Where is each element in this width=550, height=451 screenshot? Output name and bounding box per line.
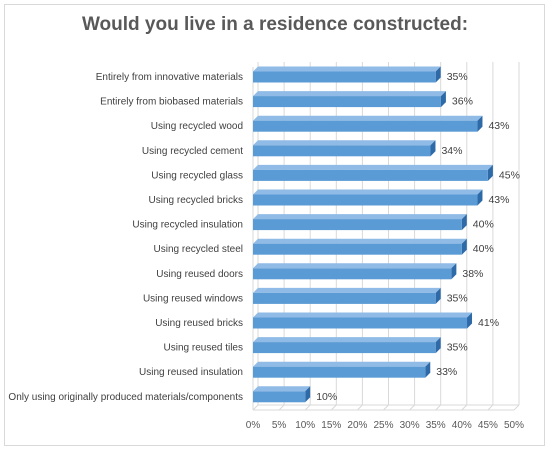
data-label: 43% <box>488 120 509 132</box>
x-tick-label: 50% <box>504 420 524 431</box>
data-label: 35% <box>447 292 468 304</box>
floor-gridline <box>357 404 363 411</box>
bar-top-face <box>253 140 436 146</box>
category-label: Using reused bricks <box>155 318 243 329</box>
category-label: Using recycled insulation <box>132 220 243 231</box>
floor-gridline <box>513 404 520 411</box>
data-label: 40% <box>473 243 494 255</box>
bar-side-face <box>435 287 441 304</box>
bar-top-face <box>253 214 467 220</box>
bar-side-face <box>430 140 436 157</box>
data-label: 43% <box>488 194 509 206</box>
bar-side-face <box>477 115 483 132</box>
floor-gridline <box>487 404 494 411</box>
data-label: 34% <box>441 145 462 157</box>
bar-side-face <box>487 164 493 181</box>
category-label: Using recycled bricks <box>149 195 243 206</box>
bar-side-face <box>461 238 467 255</box>
data-label: 35% <box>447 342 468 354</box>
bar-side-face <box>435 337 441 354</box>
category-label: Using recycled cement <box>142 146 243 157</box>
bar <box>253 194 478 206</box>
floor-gridline <box>304 404 311 411</box>
bar <box>253 219 462 231</box>
category-label: Using reused doors <box>156 269 243 280</box>
bar <box>253 145 431 157</box>
bar-side-face <box>305 386 311 403</box>
bar <box>253 96 441 108</box>
data-label: 36% <box>452 96 473 108</box>
x-tick-label: 30% <box>400 420 420 431</box>
x-tick-label: 15% <box>321 420 341 431</box>
floor-gridline <box>278 404 285 411</box>
floor-gridline <box>461 404 468 411</box>
category-label: Entirely from innovative materials <box>96 72 243 83</box>
x-tick-label: 35% <box>426 420 446 431</box>
data-label: 40% <box>473 219 494 231</box>
data-label: 38% <box>462 268 483 280</box>
floor-gridline <box>409 404 415 411</box>
category-label: Using reused insulation <box>139 367 243 378</box>
bar-side-face <box>435 66 441 83</box>
bar-top-face <box>253 386 311 392</box>
bar-top-face <box>253 337 441 343</box>
bar <box>253 169 488 181</box>
bar-side-face <box>477 189 483 206</box>
x-tick-label: 20% <box>347 420 367 431</box>
x-tick-label: 0% <box>246 420 261 431</box>
bar-top-face <box>253 91 446 97</box>
category-label: Using reused tiles <box>164 343 243 354</box>
bar <box>253 342 436 354</box>
bar-side-face <box>425 361 431 378</box>
bar-top-face <box>253 115 483 121</box>
floor-gridline <box>435 404 442 411</box>
bar-top-face <box>253 287 441 293</box>
floor-gridline <box>383 404 389 411</box>
data-label: 41% <box>478 317 499 329</box>
bar-top-face <box>253 263 457 269</box>
category-label: Only using originally produced materials… <box>8 392 243 403</box>
category-label: Using recycled steel <box>154 244 243 255</box>
floor-gridline <box>330 404 337 411</box>
data-label: 10% <box>316 391 337 403</box>
category-label: Using recycled wood <box>151 121 243 132</box>
floor-gridline <box>252 404 259 411</box>
bar <box>253 120 478 132</box>
bar-side-face <box>440 91 446 108</box>
category-label: Using reused windows <box>143 293 243 304</box>
bar-top-face <box>253 164 493 170</box>
bar <box>253 292 436 304</box>
data-label: 33% <box>436 366 457 378</box>
x-tick-label: 25% <box>373 420 393 431</box>
bar-side-face <box>461 214 467 231</box>
bar <box>253 243 462 255</box>
bar-top-face <box>253 189 483 195</box>
chart-title: Would you live in a residence constructe… <box>81 14 469 35</box>
bar <box>253 317 468 329</box>
bar <box>253 391 306 403</box>
bar <box>253 268 452 280</box>
bar <box>253 71 436 83</box>
x-tick-label: 40% <box>452 420 472 431</box>
data-label: 35% <box>447 71 468 83</box>
bar-side-face <box>451 263 457 280</box>
category-label: Entirely from biobased materials <box>100 97 243 108</box>
bar-top-face <box>253 312 473 318</box>
x-tick-label: 45% <box>478 420 498 431</box>
bar-top-face <box>253 66 441 72</box>
bar <box>253 366 426 378</box>
bar-top-face <box>253 361 431 367</box>
data-label: 45% <box>499 169 520 181</box>
bar-side-face <box>467 312 473 329</box>
bar-top-face <box>253 238 467 244</box>
category-label: Using recycled glass <box>151 170 243 181</box>
x-tick-label: 5% <box>272 420 287 431</box>
x-tick-label: 10% <box>295 420 315 431</box>
